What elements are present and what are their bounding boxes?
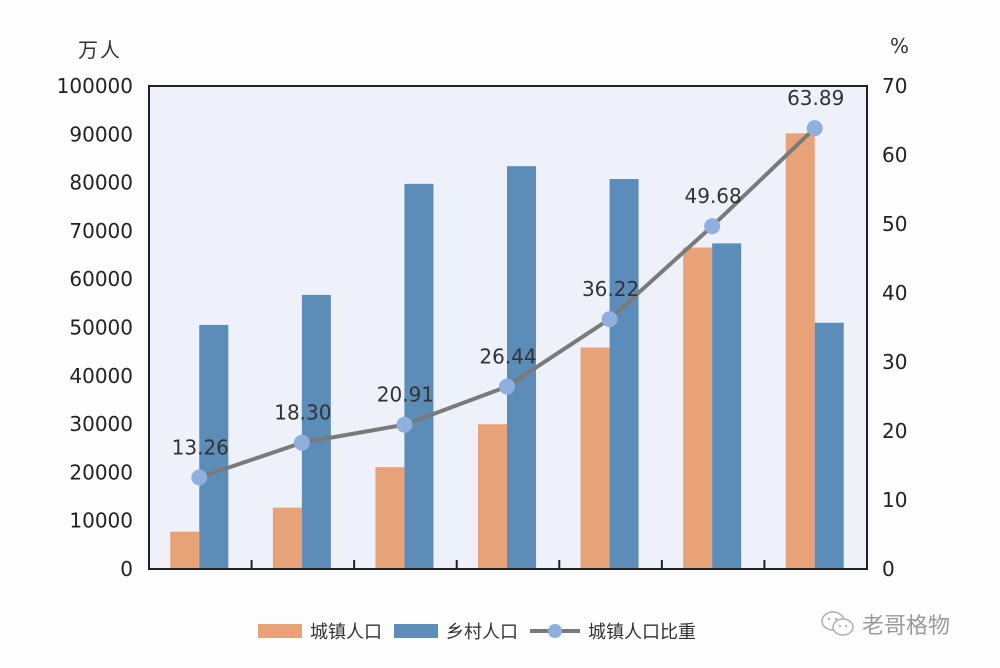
right-tick-label: 40 [882, 281, 907, 305]
line-series: 13.26 18.30 20.91 26.44 36.22 49.68 63.89 [172, 86, 844, 486]
ratio-marker [601, 311, 618, 328]
watermark: 老哥格物 [820, 608, 950, 640]
bar-series [170, 133, 844, 569]
right-tick-label: 30 [882, 350, 907, 374]
urban-bar [785, 133, 815, 569]
left-tick-label: 20000 [69, 460, 133, 484]
urban-bar [580, 347, 610, 569]
urban-swatch [258, 624, 302, 638]
left-tick-label: 40000 [69, 364, 133, 388]
left-axis-ticks: 0 10000 20000 30000 40000 50000 60000 70000 8000… [57, 74, 133, 581]
rural-bar [404, 183, 434, 569]
ratio-marker [499, 378, 515, 395]
rural-bar [301, 294, 331, 569]
ratio-marker [704, 218, 721, 235]
urban-bar [375, 467, 405, 569]
ratio-line-swatch [530, 624, 580, 638]
ratio-data-label: 49.68 [685, 184, 742, 208]
legend-item-ratio: 城镇人口比重 [530, 618, 696, 644]
rural-bar [712, 243, 742, 569]
right-tick-label: 70 [882, 74, 907, 98]
watermark-text: 老哥格物 [862, 614, 951, 639]
ratio-data-label: 26.44 [479, 345, 536, 369]
wechat-icon [821, 611, 854, 636]
ratio-data-label: 18.30 [274, 401, 331, 425]
left-tick-label: 10000 [69, 509, 133, 533]
ratio-data-label: 20.91 [377, 383, 434, 407]
right-axis-ticks: 0 10 20 30 40 50 60 70 [882, 74, 907, 581]
ratio-marker [396, 416, 413, 433]
ratio-data-label: 13.26 [172, 436, 229, 460]
left-tick-label: 70000 [69, 219, 133, 243]
right-tick-label: 50 [882, 212, 907, 236]
urban-bar [272, 507, 302, 569]
rural-bar [609, 179, 639, 569]
left-tick-label: 90000 [69, 122, 133, 146]
ratio-marker [806, 120, 823, 137]
left-tick-label: 0 [120, 557, 133, 581]
urban-bar [170, 531, 200, 569]
right-tick-label: 20 [882, 419, 907, 443]
left-tick-label: 30000 [69, 412, 133, 436]
left-tick-label: 100000 [57, 74, 133, 98]
right-tick-label: 10 [882, 488, 907, 512]
right-axis-unit: % [890, 34, 910, 58]
rural-bar [814, 322, 844, 569]
left-tick-label: 80000 [69, 171, 133, 195]
legend-item-rural: 乡村人口 [394, 618, 518, 644]
urban-bar [478, 424, 507, 569]
urban-bar [683, 247, 713, 569]
legend-label-ratio: 城镇人口比重 [588, 622, 696, 643]
legend: 城镇人口 乡村人口 城镇人口比重 [258, 618, 708, 644]
legend-item-urban: 城镇人口 [258, 618, 382, 644]
plot-frame [148, 85, 868, 570]
x-axis-ticks [250, 560, 766, 569]
right-tick-label: 0 [882, 557, 895, 581]
legend-label-urban: 城镇人口 [310, 622, 382, 643]
right-tick-label: 60 [882, 143, 907, 167]
left-tick-label: 60000 [69, 267, 133, 291]
ratio-data-label: 63.89 [787, 86, 844, 110]
rural-bar [199, 324, 229, 569]
left-axis-unit: 万人 [78, 38, 122, 62]
ratio-data-label: 36.22 [582, 277, 639, 301]
legend-label-rural: 乡村人口 [446, 622, 518, 643]
left-tick-label: 50000 [69, 316, 133, 340]
ratio-marker [293, 434, 310, 451]
rural-bar [507, 166, 536, 569]
rural-swatch [394, 624, 438, 638]
ratio-marker [191, 469, 208, 486]
